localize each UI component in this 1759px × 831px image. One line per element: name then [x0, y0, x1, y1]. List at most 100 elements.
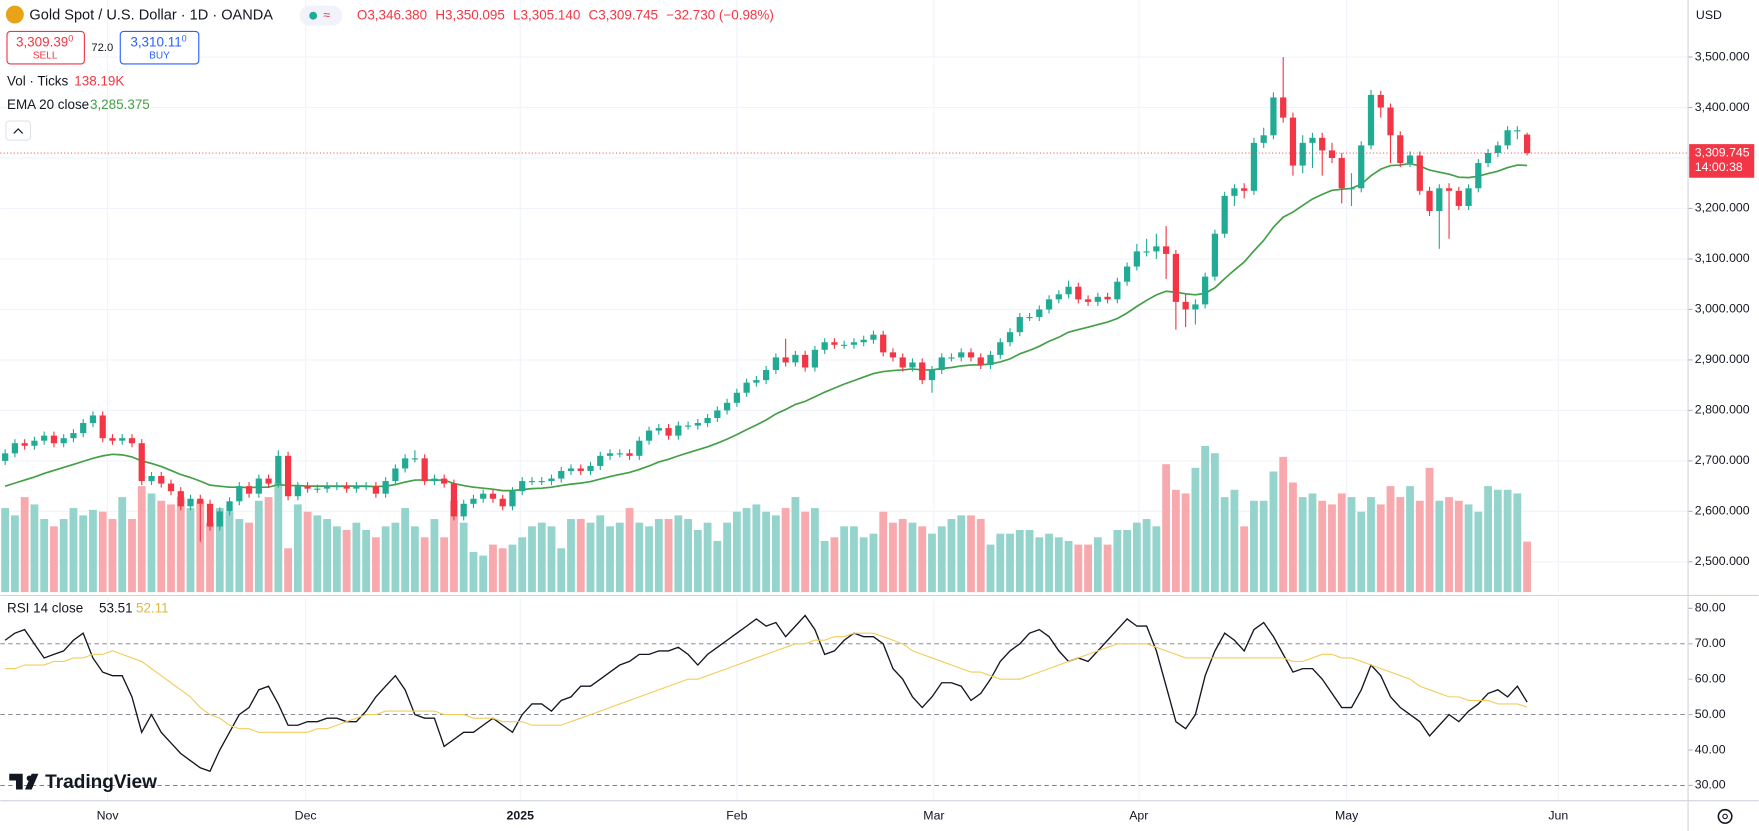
y-tick-label: 2,800.000: [1695, 403, 1750, 417]
candle-body: [2, 453, 9, 461]
candle-body: [919, 362, 926, 381]
volume-bar: [215, 508, 224, 593]
sell-box[interactable]: [6, 30, 85, 65]
rsi-line: [4, 614, 1528, 773]
x-tick-label: Nov: [97, 809, 120, 823]
volume-bar: [98, 511, 107, 593]
volume-bar: [898, 519, 907, 593]
candle-body: [548, 478, 555, 482]
candle-body: [1270, 97, 1277, 136]
status-pill[interactable]: [299, 5, 343, 26]
bar-countdown: 14:00:38: [1695, 160, 1743, 174]
candle-body: [763, 370, 770, 381]
volume-bar: [674, 515, 683, 593]
volume-bar: [703, 522, 712, 593]
volume-bar: [1123, 529, 1132, 593]
candle-body: [1250, 142, 1258, 191]
volume-bar: [576, 519, 585, 593]
volume-bar: [1406, 486, 1414, 593]
ema-legend: EMA 20 close: [7, 97, 89, 112]
settings-gear[interactable]: [1717, 808, 1733, 824]
candle-body: [1211, 233, 1219, 277]
volume-bar: [352, 522, 361, 593]
volume: [1, 445, 1531, 593]
volume-bar: [1415, 500, 1424, 593]
volume-bar: [479, 555, 488, 593]
candle-body: [1016, 317, 1023, 333]
volume-bar: [40, 519, 49, 593]
candle-body: [119, 438, 126, 441]
candle-body: [928, 370, 936, 381]
volume-bar: [1162, 464, 1171, 593]
volume-bar: [1093, 537, 1102, 593]
volume-bar: [30, 504, 39, 593]
buy-price: 3,310.110: [130, 34, 186, 50]
ema-legend-value: 3,285.375: [90, 97, 150, 112]
volume-bar: [108, 519, 117, 593]
y-tick-label: 60.00: [1695, 671, 1726, 685]
candle-body: [1143, 251, 1150, 253]
volume-bar: [791, 497, 800, 593]
volume-bar: [1259, 500, 1268, 593]
candle-body: [1299, 142, 1306, 166]
volume-bar: [128, 519, 136, 593]
sell-price-main: 3,309.39: [16, 34, 68, 49]
volume-bar: [235, 519, 244, 593]
candle-body: [323, 486, 331, 489]
volume-bar: [469, 551, 478, 593]
volume-bar: [1279, 456, 1288, 593]
volume-bar: [411, 526, 419, 593]
volume-bar: [567, 519, 575, 593]
candle-body: [1221, 195, 1228, 234]
volume-bar: [918, 526, 927, 593]
buy-box[interactable]: [119, 30, 200, 65]
ohlc-open: O3,346.380: [357, 7, 427, 22]
volume-bar: [1484, 486, 1492, 593]
volume-bar: [89, 509, 97, 593]
buy-button[interactable]: 3,310.110 BUY: [119, 30, 200, 65]
volume-bar: [420, 537, 429, 593]
candle-body: [782, 357, 789, 363]
candle-body: [870, 334, 877, 340]
candle-body: [1328, 150, 1336, 159]
sell-button[interactable]: 3,309.390 SELL: [6, 30, 85, 65]
axes: Nov Dec 2025 Feb Mar Apr May Jun 2,500.000 2,600.…: [97, 49, 1755, 823]
candle-body: [987, 354, 994, 365]
volume-bar: [732, 511, 741, 593]
volume-bar: [889, 522, 897, 593]
volume-bar: [781, 508, 790, 593]
spread: 72.0: [91, 42, 113, 54]
candle-body: [441, 478, 448, 484]
volume-bar: [1376, 504, 1385, 593]
buy-price-small: 0: [182, 34, 187, 44]
candle-body: [1045, 299, 1053, 310]
candle-body: [1377, 94, 1384, 108]
volume-bar: [1523, 541, 1531, 593]
volume-bar: [967, 515, 975, 593]
currency-label[interactable]: USD: [1696, 8, 1722, 22]
candle-body: [21, 443, 28, 446]
buy-price-main: 3,310.11: [130, 34, 181, 49]
volume-bar: [742, 508, 751, 593]
candle-body: [216, 511, 223, 527]
candle-body: [284, 455, 292, 497]
volume-bar: [908, 522, 917, 593]
volume-bar: [1318, 500, 1327, 593]
volume-bar: [752, 504, 761, 593]
candle-body: [626, 453, 633, 456]
volume-bar: [342, 529, 351, 593]
volume-bar: [1435, 500, 1444, 593]
collapse-legend-button[interactable]: [5, 120, 32, 141]
x-tick-label: Dec: [295, 809, 317, 823]
volume-bar: [293, 504, 302, 593]
candle-body: [733, 392, 740, 403]
candle-body: [655, 428, 662, 431]
x-tick-label: 2025: [507, 809, 535, 823]
candle-body: [450, 483, 458, 517]
candle-body: [294, 486, 301, 497]
candle-body: [1026, 317, 1033, 319]
candle-body: [889, 352, 897, 358]
volume-bar: [371, 537, 380, 593]
volume-bar: [615, 522, 624, 593]
